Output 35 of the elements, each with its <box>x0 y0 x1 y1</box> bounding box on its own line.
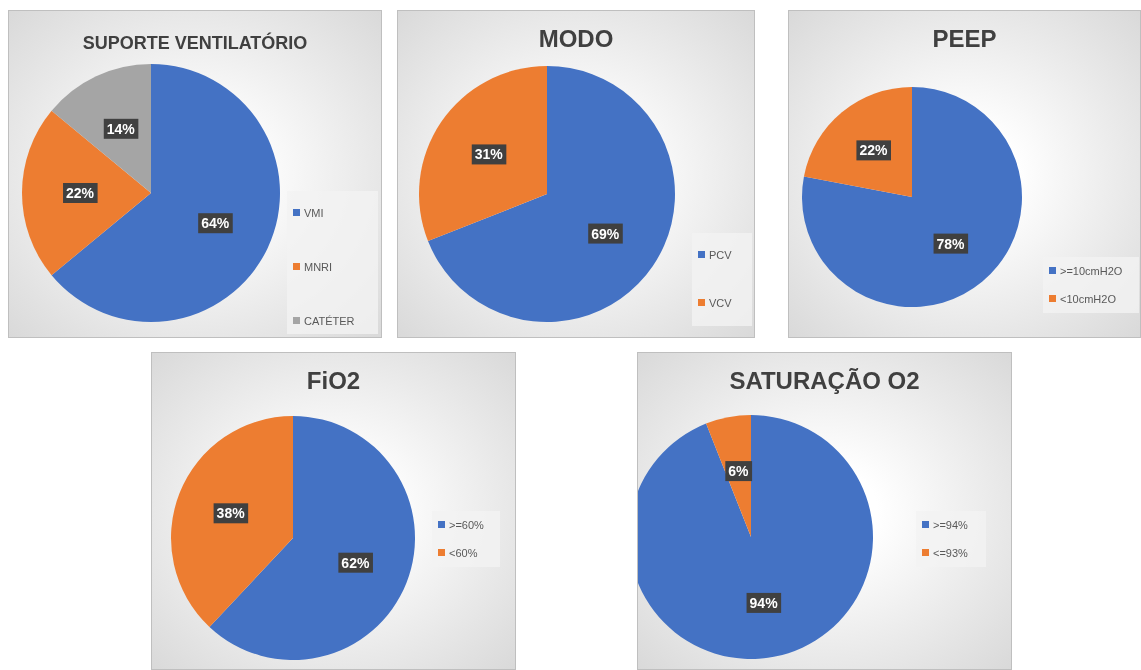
legend-label: >=94% <box>933 519 969 531</box>
pie-slice <box>427 66 675 322</box>
legend-label: <60% <box>449 547 478 559</box>
pie-slice <box>419 66 547 242</box>
legend-label: MNRI <box>304 261 333 273</box>
pie-slice <box>209 416 415 660</box>
data-label: 62% <box>341 554 370 571</box>
chart-title: MODO <box>538 25 614 52</box>
data-label: 94% <box>749 594 779 611</box>
data-label: 64% <box>201 215 230 232</box>
data-label: 22% <box>66 185 95 201</box>
data-label: 6% <box>728 463 750 480</box>
legend-label: <10cmH2O <box>1060 293 1117 305</box>
chart-title: PEEP <box>932 25 997 52</box>
data-label: 22% <box>859 142 888 159</box>
legend-label: PCV <box>709 249 733 261</box>
data-label: 14% <box>106 120 136 137</box>
data-label: 78% <box>936 235 966 252</box>
legend-label: <=93% <box>933 547 969 559</box>
chart-title: SATURAÇÃO O2 <box>729 367 920 394</box>
pie-slice <box>802 87 1022 307</box>
legend-label: VCV <box>709 297 733 309</box>
legend-label: CATÉTER <box>304 315 355 327</box>
legend-label: VMI <box>304 207 324 219</box>
pie-slice <box>51 64 280 322</box>
legend-label: >=10cmH2O <box>1060 265 1123 277</box>
data-label: 38% <box>216 505 246 522</box>
data-label: 69% <box>591 225 620 242</box>
pie-slice <box>803 87 912 197</box>
legend-label: >=60% <box>449 519 485 531</box>
pie-slice <box>22 110 151 276</box>
data-label: 31% <box>474 146 504 163</box>
chart-title: FiO2 <box>306 367 361 394</box>
pie-slice <box>171 416 293 627</box>
chart-title: SUPORTE VENTILATÓRIO <box>82 32 308 53</box>
